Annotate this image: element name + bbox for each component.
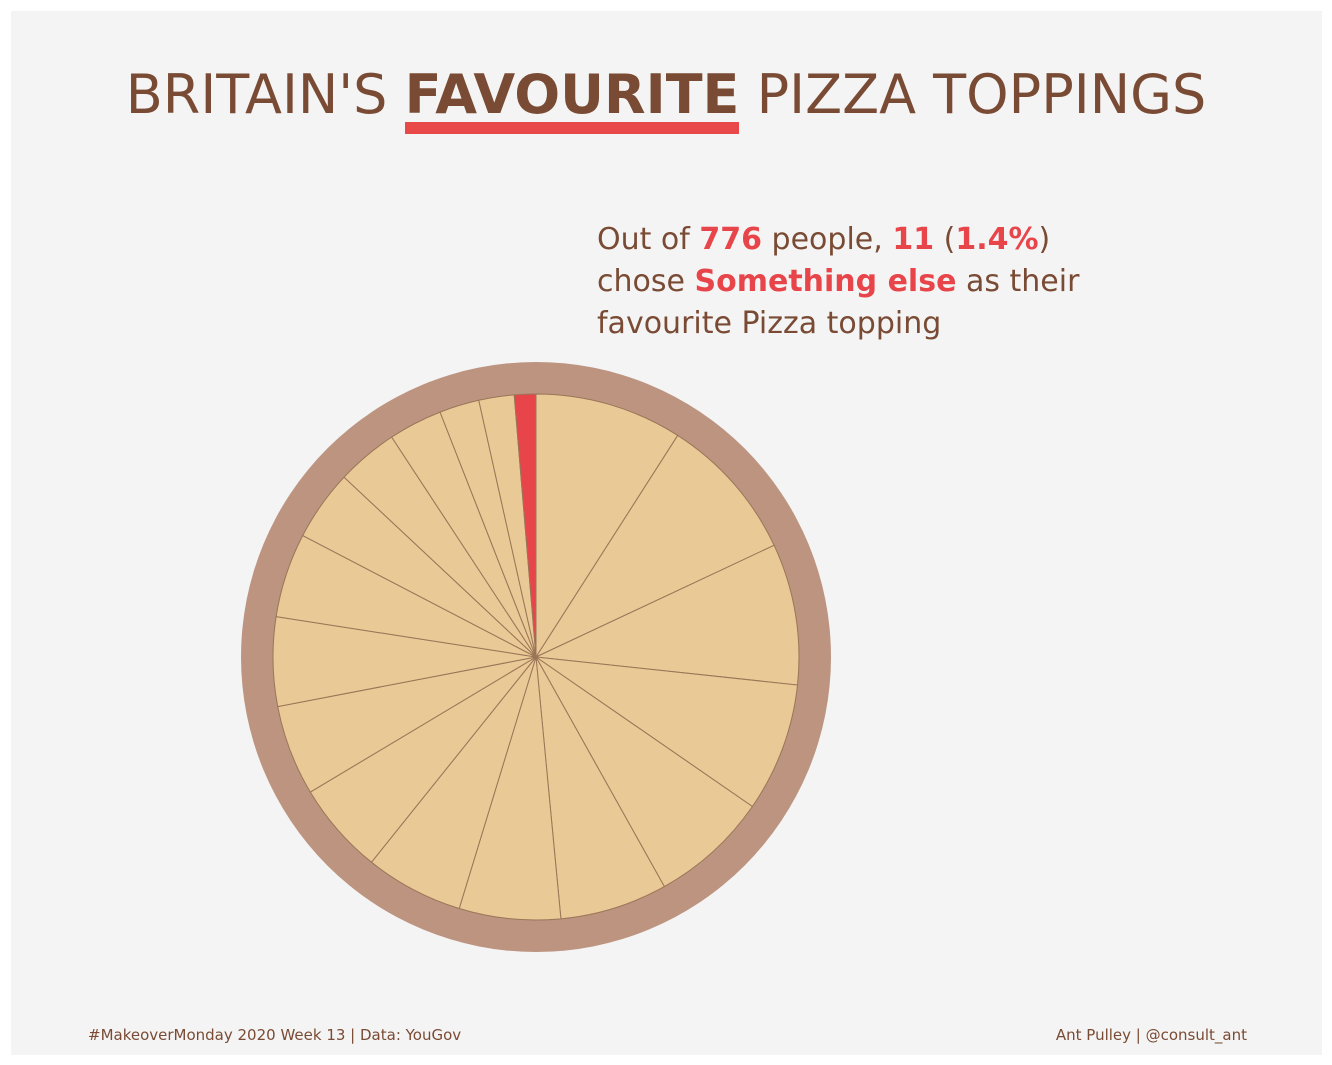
title-highlight: FAVOURITE — [404, 63, 740, 134]
pie-slice — [534, 544, 800, 686]
annotation-topping: Something else — [694, 264, 957, 299]
annotation-text: as their — [956, 264, 1080, 299]
annotation-line-2: chose Something else as their — [597, 261, 1237, 303]
pie-slice-highlight — [513, 393, 537, 658]
pie-slice — [534, 434, 775, 659]
chart-title: BRITAIN'S FAVOURITE PIZZA TOPPINGS — [0, 62, 1332, 134]
pie-slice — [535, 656, 754, 888]
pie-slice — [535, 393, 679, 659]
footer-author: Ant Pulley | @consult_ant — [1055, 1026, 1247, 1044]
annotation-text: Out of — [597, 222, 700, 257]
annotation-line-3: favourite Pizza topping — [597, 306, 942, 341]
annotation-total: 776 — [699, 222, 763, 257]
annotation-pct: 1.4% — [955, 222, 1039, 257]
annotation-count: 11 — [892, 222, 935, 257]
annotation-text: ) — [1038, 222, 1051, 257]
annotation-text: people, — [762, 222, 893, 257]
footer-source: #MakeoverMonday 2020 Week 13 | Data: You… — [88, 1026, 462, 1044]
annotation-text: chose — [597, 264, 695, 299]
pie-slice — [535, 656, 799, 808]
pie-slices — [272, 393, 800, 921]
annotation-line-1: Out of 776 people, 11 (1.4%) — [597, 219, 1237, 261]
annotation-text: ( — [934, 222, 956, 257]
annotation: Out of 776 people, 11 (1.4%) chose Somet… — [597, 219, 1237, 345]
title-part-1: BRITAIN'S — [125, 63, 405, 126]
title-part-2: PIZZA TOPPINGS — [739, 63, 1207, 126]
pie-slice — [535, 656, 666, 920]
